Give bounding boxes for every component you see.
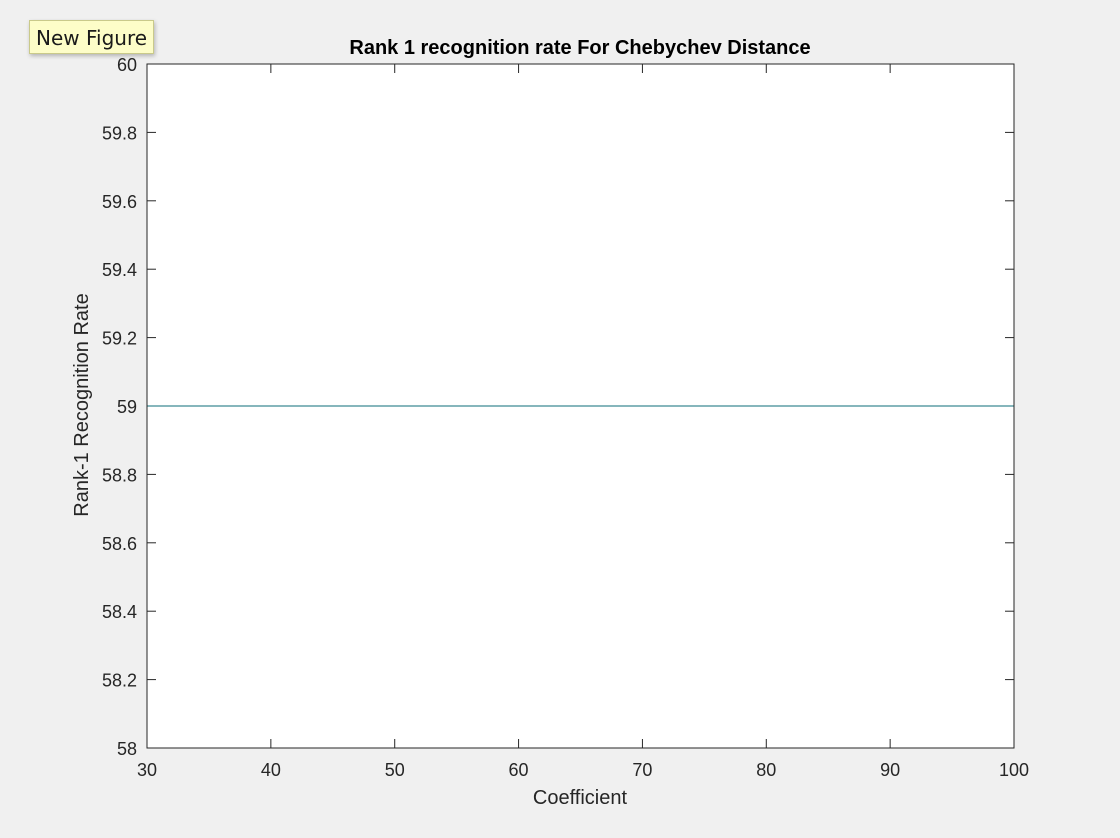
x-tick-label: 50 [385, 760, 405, 780]
y-tick-label: 58.6 [102, 534, 137, 554]
y-tick-label: 59.4 [102, 260, 137, 280]
y-tick-label: 58 [117, 739, 137, 759]
y-tick-label: 59 [117, 397, 137, 417]
axes-box [146, 63, 1015, 749]
x-tick-label: 60 [509, 760, 529, 780]
x-tick-label: 70 [632, 760, 652, 780]
y-tick-label: 59.2 [102, 329, 137, 349]
new-figure-tooltip: New Figure [29, 20, 155, 54]
x-tick-labels: 30 40 50 60 70 80 90 100 [137, 760, 1029, 780]
chart-title: Rank 1 recognition rate For Chebychev Di… [349, 37, 810, 59]
y-tick-labels: 58 58.2 58.4 58.6 58.8 59 59.2 59.4 59.6 59.8 60 [102, 55, 137, 759]
y-tick-label: 60 [117, 55, 137, 75]
axis-ticks [146, 63, 1015, 749]
x-tick-label: 90 [880, 760, 900, 780]
x-tick-label: 100 [999, 760, 1029, 780]
y-axis-label: Rank-1 Recognition Rate [71, 293, 93, 516]
y-tick-label: 59.6 [102, 192, 137, 212]
y-tick-label: 58.4 [102, 602, 137, 622]
x-axis-label: Coefficient [533, 787, 628, 809]
y-tick-label: 59.8 [102, 123, 137, 143]
x-tick-label: 40 [261, 760, 281, 780]
y-tick-label: 58.8 [102, 465, 137, 485]
x-tick-label: 80 [756, 760, 776, 780]
x-tick-label: 30 [137, 760, 157, 780]
y-tick-label: 58.2 [102, 671, 137, 691]
